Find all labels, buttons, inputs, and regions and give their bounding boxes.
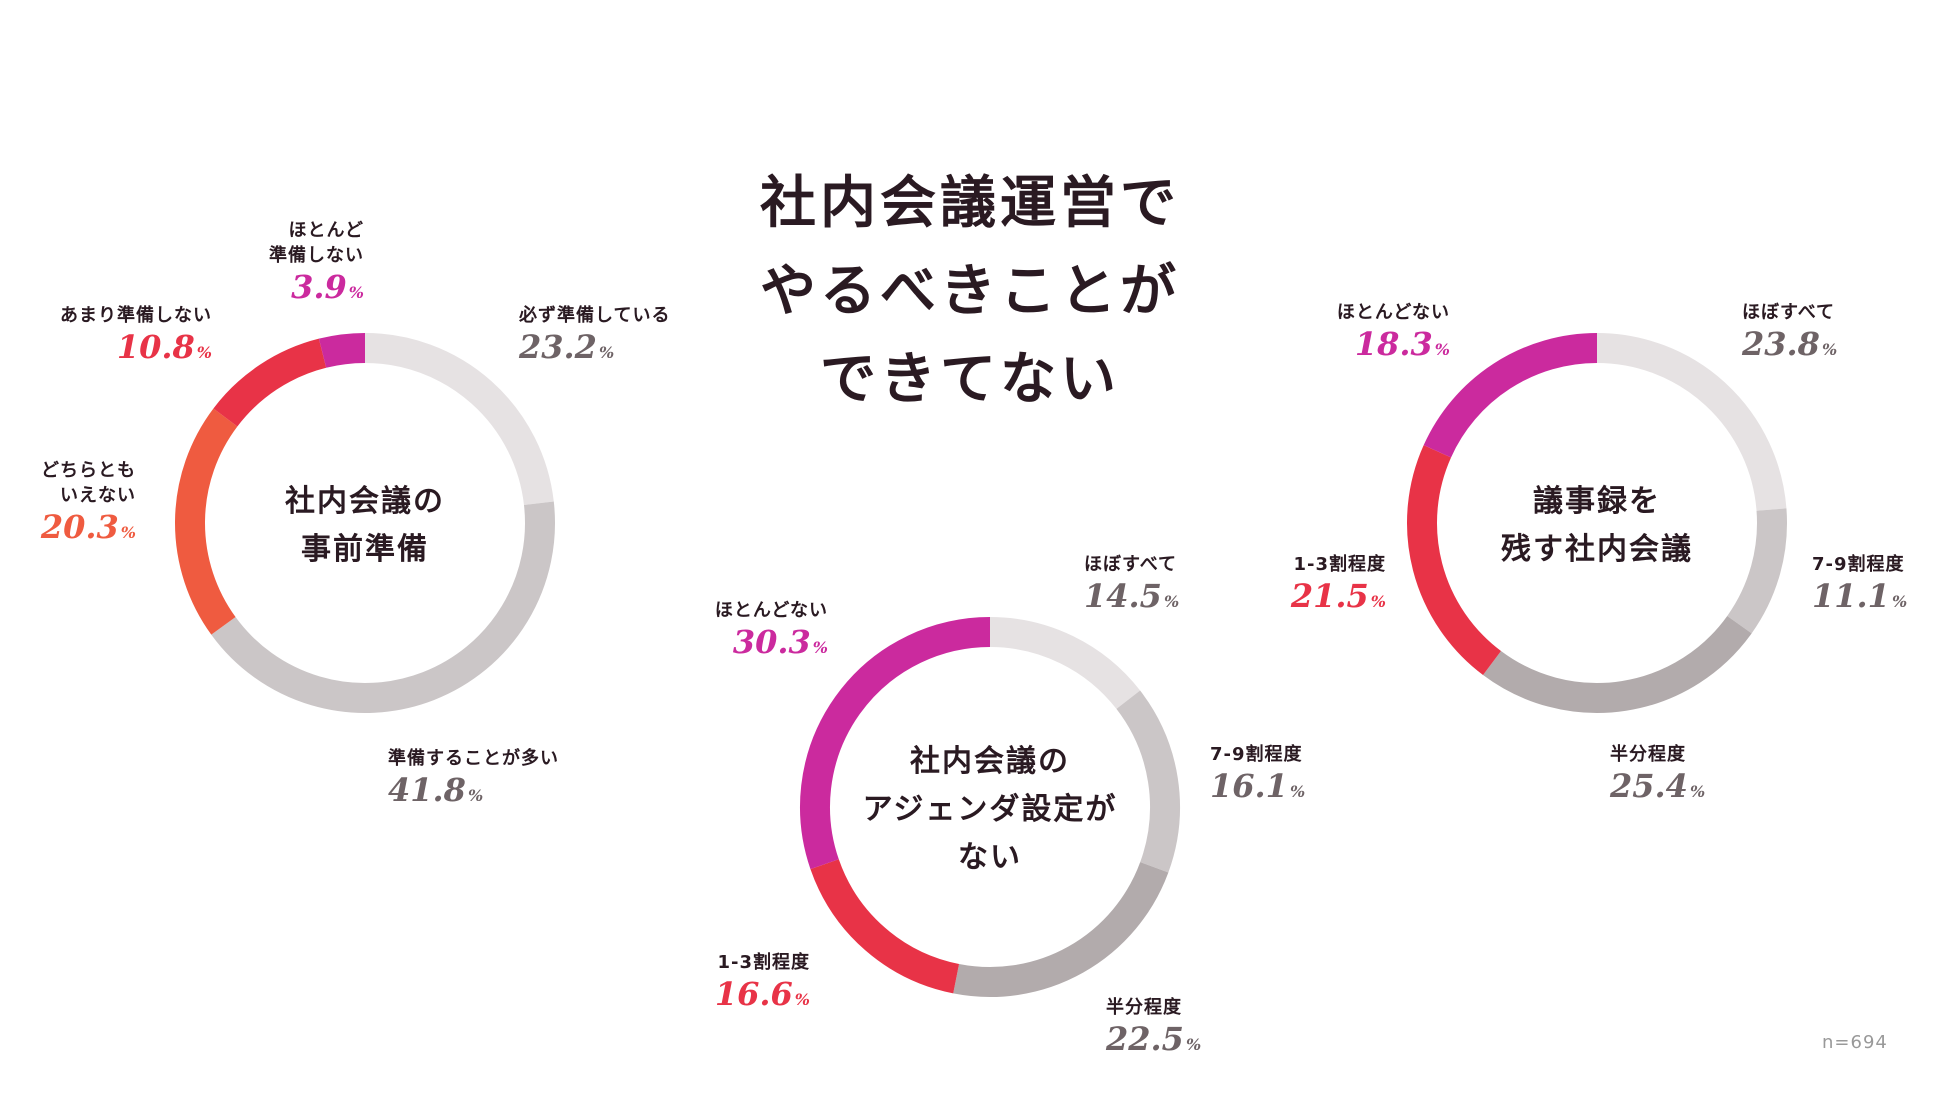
slice-name: 準備することが多い <box>388 748 559 769</box>
slice-value: 16.6% <box>714 975 810 1013</box>
slice-value: 3.9% <box>291 268 364 306</box>
slice-value: 21.5% <box>1290 577 1386 615</box>
slice-label: ほぼすべて 14.5% <box>1084 552 1179 621</box>
slice-value: 23.2% <box>519 328 615 366</box>
slice-name: 7-9割程度 <box>1812 554 1905 575</box>
title-line: できてない <box>820 347 1120 412</box>
sample-size: n=694 <box>1822 1032 1888 1053</box>
slice-name: ほぼすべて <box>1084 554 1178 575</box>
slice-name: 7-9割程度 <box>1210 744 1303 765</box>
slice-name: 必ず準備している <box>519 305 671 326</box>
slice-value: 11.1% <box>1812 577 1908 615</box>
slice-value: 30.3% <box>732 623 828 661</box>
slice-name: 半分程度 <box>1106 997 1182 1018</box>
slice-name: あまり準備しない <box>60 305 212 326</box>
chart-title-line: アジェンダ設定が <box>862 792 1118 827</box>
donut-slice-3 <box>213 338 327 427</box>
donut-chart-agenda <box>800 617 1180 997</box>
donut-slice-4 <box>1423 333 1598 458</box>
donut-slice-0 <box>1596 333 1787 511</box>
donut-slice-1 <box>1727 508 1787 634</box>
donut-slice-2 <box>953 861 1169 997</box>
slice-name: 1-3割程度 <box>1293 554 1386 575</box>
slice-label: 準備することが多い 41.8% <box>388 746 559 815</box>
slice-label: どちらとも いえない 20.3% <box>30 458 136 552</box>
slice-label: 半分程度 22.5% <box>1106 995 1201 1064</box>
donut-slice-2 <box>175 408 238 635</box>
slice-value: 16.1% <box>1210 767 1306 805</box>
title-line: やるべきことが <box>760 259 1180 324</box>
slice-label: ほとんどない 30.3% <box>680 598 828 667</box>
donut-slice-3 <box>810 859 960 994</box>
chart-center-label: 議事録を 残す社内会議 <box>1447 478 1747 574</box>
slice-name: いえない <box>60 485 136 506</box>
slice-label: 必ず準備している 23.2% <box>519 303 670 372</box>
chart-title-line: 議事録を <box>1533 484 1661 519</box>
chart-title-line: 残す社内会議 <box>1501 532 1693 567</box>
chart-title-line: 事前準備 <box>301 532 429 567</box>
slice-label: 7-9割程度 11.1% <box>1812 552 1907 621</box>
donut-slice-0 <box>989 617 1141 710</box>
slice-value: 10.8% <box>116 328 212 366</box>
title-line: 社内会議運営で <box>760 171 1180 236</box>
donut-chart-minutes <box>1407 333 1787 713</box>
slice-value: 18.3% <box>1354 325 1450 363</box>
slice-name: ほぼすべて <box>1742 302 1836 323</box>
chart-center-label: 社内会議の アジェンダ設定が ない <box>825 738 1155 882</box>
slice-name: ほとんどない <box>714 600 828 621</box>
slice-name: 準備しない <box>269 245 364 266</box>
chart-title-line: 社内会議の <box>910 744 1070 779</box>
slice-value: 22.5% <box>1106 1020 1202 1058</box>
slice-label: ほとんどない 18.3% <box>1300 300 1450 369</box>
donut-slice-0 <box>364 333 554 506</box>
slice-value: 23.8% <box>1742 325 1838 363</box>
slice-label: ほとんど 準備しない 3.9% <box>254 218 364 312</box>
donut-slice-1 <box>1116 690 1180 873</box>
slice-name: どちらとも <box>41 460 136 481</box>
donut-slice-4 <box>800 617 991 870</box>
page-title: 社内会議運営で やるべきことが できてない <box>640 160 1300 424</box>
donut-slice-4 <box>318 333 366 368</box>
slice-value: 14.5% <box>1084 577 1180 615</box>
donut-slice-3 <box>1407 445 1502 676</box>
slice-name: ほとんどない <box>1336 302 1450 323</box>
slice-name: ほとんど <box>288 220 364 241</box>
donut-slice-2 <box>1483 615 1752 713</box>
slice-label: 1-3割程度 16.6% <box>680 950 810 1019</box>
slice-value: 20.3% <box>40 508 136 546</box>
slice-value: 41.8% <box>388 771 484 809</box>
slice-label: あまり準備しない 10.8% <box>40 303 212 372</box>
slice-label: 7-9割程度 16.1% <box>1210 742 1305 811</box>
slice-name: 半分程度 <box>1610 744 1686 765</box>
slice-label: 1-3割程度 21.5% <box>1250 552 1386 621</box>
slice-name: 1-3割程度 <box>717 952 810 973</box>
donut-slice-1 <box>211 501 555 713</box>
slice-label: 半分程度 25.4% <box>1610 742 1705 811</box>
slice-label: ほぼすべて 23.8% <box>1742 300 1837 369</box>
chart-center-label: 社内会議の 事前準備 <box>215 478 515 574</box>
donut-chart-preparation <box>175 333 555 713</box>
chart-title-line: 社内会議の <box>285 484 445 519</box>
slice-value: 25.4% <box>1610 767 1706 805</box>
chart-title-line: ない <box>958 840 1022 875</box>
